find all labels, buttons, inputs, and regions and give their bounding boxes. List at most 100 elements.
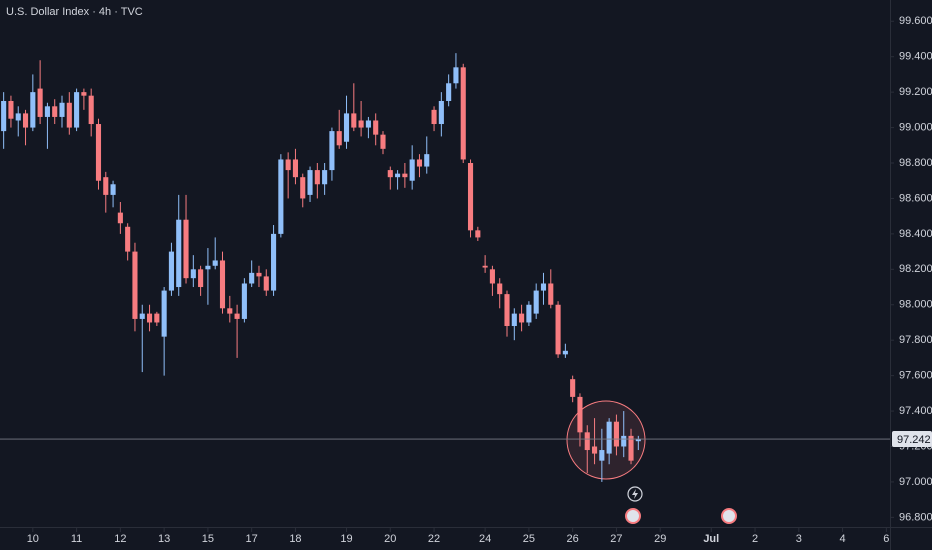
y-tick-label: 98.600 (899, 192, 932, 204)
candle-body (190, 269, 196, 279)
candle-body (635, 439, 641, 442)
candle-body (146, 313, 153, 323)
candle-body (555, 304, 561, 355)
candle-body (599, 450, 605, 461)
highlight-circle (566, 400, 646, 480)
candle-body (37, 88, 43, 117)
candle-body (212, 260, 218, 266)
candle-body (519, 313, 525, 323)
candle-body (380, 134, 386, 149)
candle-body (205, 265, 211, 270)
x-tick-label: 3 (796, 533, 802, 545)
candle-body (591, 446, 598, 454)
candle-body (278, 159, 284, 234)
x-tick-label: 27 (610, 533, 622, 545)
candle-body (219, 260, 226, 309)
x-tick-label: 19 (340, 533, 352, 545)
candle-body (110, 184, 116, 195)
candle-body (74, 92, 80, 128)
candle-body (154, 313, 160, 323)
candle-body (467, 163, 474, 231)
event-icon[interactable] (625, 508, 641, 524)
candle-body (329, 131, 335, 171)
candle-body (336, 131, 342, 146)
candle-body (453, 67, 459, 84)
candle-body (161, 290, 167, 337)
event-icons (625, 486, 737, 524)
y-tick-label: 98.800 (899, 157, 932, 169)
candle-body (497, 283, 503, 295)
x-tick-label: 26 (567, 533, 579, 545)
x-tick-label: 13 (158, 533, 170, 545)
x-tick-label: 29 (654, 533, 666, 545)
candle-body (577, 396, 583, 433)
candle-body (30, 92, 36, 128)
x-tick-label: 6 (883, 533, 889, 545)
candle-body (460, 67, 466, 160)
candle-body (475, 230, 481, 238)
candle-body (526, 304, 532, 323)
candle-body (402, 173, 408, 178)
y-tick-label: 98.200 (899, 263, 932, 275)
candle-body (1, 100, 7, 132)
candle-body (446, 83, 452, 101)
y-tick-label: 99.200 (899, 86, 932, 98)
candle-body (292, 159, 299, 178)
candle-body (271, 233, 277, 291)
candle-body (256, 272, 262, 277)
y-tick-label: 98.400 (899, 228, 932, 240)
candle-body (358, 120, 364, 128)
y-tick-label: 99.400 (899, 51, 932, 63)
x-tick-label: 24 (479, 533, 491, 545)
candle-body (365, 120, 371, 128)
candle-body (263, 276, 269, 291)
x-tick-label: 20 (384, 533, 396, 545)
candle-body (416, 159, 423, 167)
candle-body (176, 219, 182, 288)
candle-body (183, 219, 189, 279)
x-tick-label: 25 (523, 533, 535, 545)
candle-body (300, 177, 306, 199)
candle-body (139, 313, 145, 319)
candle-body (387, 170, 393, 178)
candle-body (307, 170, 313, 195)
candle-body (66, 102, 72, 128)
y-tick-label: 97.400 (899, 405, 932, 417)
candle-body (613, 421, 619, 447)
candle-body (241, 283, 247, 319)
x-tick-label: 15 (202, 533, 214, 545)
x-tick-label: Jul (703, 533, 719, 545)
event-icon[interactable] (721, 508, 737, 524)
candle-body (103, 177, 109, 195)
candle-body (424, 154, 430, 167)
candle-body (52, 106, 58, 117)
candle-body (249, 272, 255, 284)
candle-body (606, 421, 612, 454)
candle-body (234, 313, 240, 319)
candle-body (117, 212, 123, 224)
x-tick-label: 11 (71, 533, 82, 545)
event-icon-glyph (632, 489, 638, 499)
y-tick-label: 97.800 (899, 334, 932, 346)
candle-body (533, 290, 539, 314)
candle-body (584, 432, 590, 451)
candle-body (570, 379, 576, 397)
candle-body (322, 170, 328, 185)
y-tick-label: 96.800 (899, 511, 932, 523)
last-price-box (892, 431, 932, 448)
candle-body (227, 308, 233, 314)
candle-body (132, 251, 138, 319)
candle-body (409, 159, 415, 181)
candle-body (44, 106, 50, 117)
x-tick-label: 4 (840, 533, 846, 545)
candle-body (81, 92, 87, 96)
candle-body (8, 100, 14, 119)
candle-body (198, 269, 204, 288)
x-tick-label: 22 (428, 533, 440, 545)
x-tick-label: 12 (114, 533, 126, 545)
candle-body (511, 313, 517, 327)
candle-body (125, 226, 131, 252)
last-price-label: 97.242 (897, 434, 931, 446)
candle-body (504, 294, 510, 327)
